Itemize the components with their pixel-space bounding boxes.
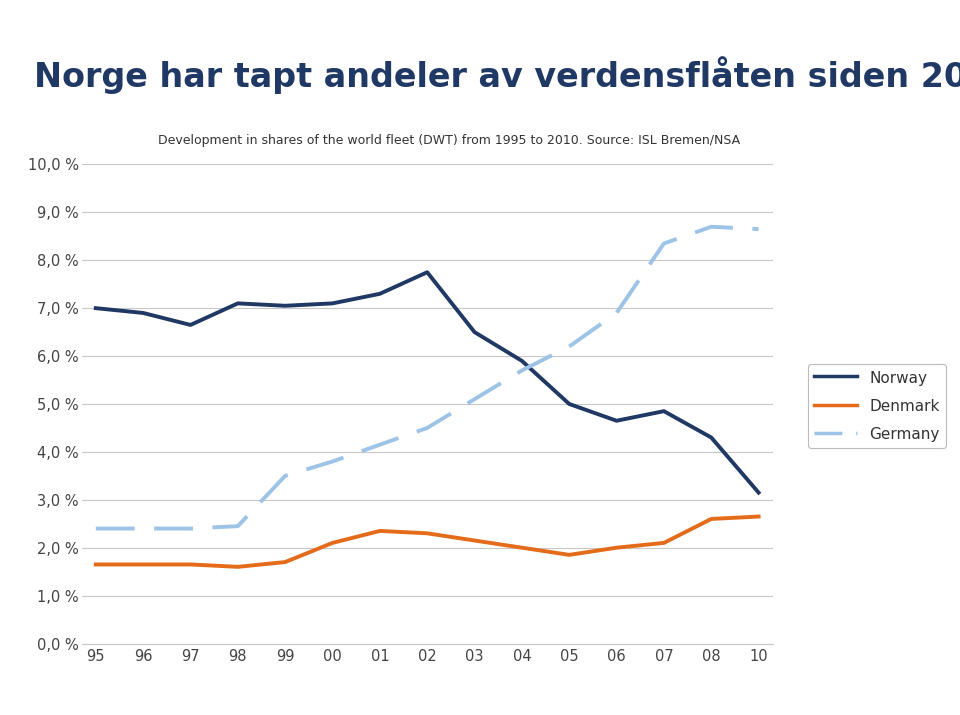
- Text: Norge har tapt andeler av verdensflåten siden 2002: Norge har tapt andeler av verdensflåten …: [34, 56, 960, 94]
- Text: Development in shares of the world fleet (DWT) from 1995 to 2010. Source: ISL Br: Development in shares of the world fleet…: [158, 134, 740, 147]
- Legend: Norway, Denmark, Germany: Norway, Denmark, Germany: [808, 364, 946, 448]
